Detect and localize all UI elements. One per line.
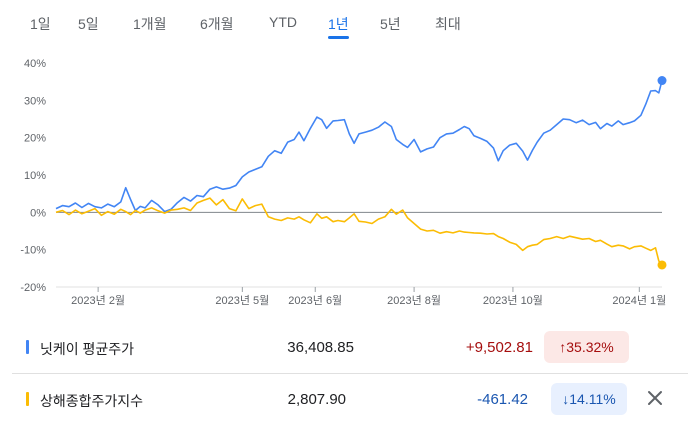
x-tick-label: 2023년 5월: [215, 294, 269, 307]
percent-change-badge: ↑35.32%: [544, 331, 629, 363]
remove-comparison-button[interactable]: [642, 385, 668, 411]
tab-label: 1일: [30, 16, 51, 32]
y-tick-label: -20%: [20, 282, 46, 294]
series-layer: [55, 80, 663, 266]
series-price: 36,408.85: [287, 339, 354, 356]
y-tick-label: 40%: [24, 58, 46, 70]
close-icon: [648, 391, 662, 405]
percent-change-badge: ↓14.11%: [551, 383, 627, 415]
y-tick-label: 20%: [24, 133, 46, 145]
active-tab-indicator: [328, 36, 349, 39]
tab-1y[interactable]: 1년: [328, 14, 349, 39]
x-axis: 2023년 2월 2023년 5월 2023년 6월 2023년 8월 2023년 10…: [56, 286, 666, 307]
tab-label: 6개월: [200, 16, 234, 32]
x-tick-label: 2023년 8월: [387, 294, 441, 307]
series-line-shanghai: [55, 197, 663, 266]
series-change: -461.42: [477, 391, 528, 408]
row-divider: [12, 373, 688, 374]
series-endpoint-shanghai: [657, 260, 667, 270]
y-tick-label: 10%: [24, 170, 46, 182]
series-endpoint-nikkei: [657, 76, 667, 86]
series-change: +9,502.81: [465, 339, 533, 356]
series-color-marker: [26, 340, 29, 354]
tab-1m[interactable]: 1개월: [133, 14, 167, 34]
x-tick-label: 2023년 10월: [483, 294, 543, 307]
tab-1d[interactable]: 1일: [30, 14, 51, 34]
time-range-tabs: 1일 5일 1개월 6개월 YTD 1년 5년 최대: [0, 0, 699, 48]
series-price: 2,807.90: [287, 391, 346, 408]
tab-5d[interactable]: 5일: [78, 14, 99, 34]
tab-label: 1년: [328, 16, 349, 32]
tab-5y[interactable]: 5년: [380, 14, 401, 34]
tab-max[interactable]: 최대: [435, 14, 461, 34]
y-tick-label: 0%: [30, 207, 46, 219]
tab-label: YTD: [269, 14, 297, 30]
tab-label: 5일: [78, 16, 99, 32]
tab-label: 5년: [380, 16, 401, 32]
x-tick-label: 2024년 1월: [612, 294, 666, 307]
tab-label: 최대: [435, 16, 461, 32]
series-name: 닛케이 평균주가: [40, 341, 135, 357]
series-row-nikkei[interactable]: 닛케이 평균주가 36,408.85 +9,502.81 ↑35.32%: [12, 322, 688, 374]
x-tick-label: 2023년 6월: [288, 294, 342, 307]
x-tick-label: 2023년 2월: [71, 294, 125, 307]
y-tick-label: -10%: [20, 245, 46, 257]
endpoint-layer: [657, 76, 667, 270]
tab-6m[interactable]: 6개월: [200, 14, 234, 34]
comparison-line-chart[interactable]: 40%30%20%10%0%-10%-20% 2023년 2월 2023년 5월 2…: [0, 50, 699, 320]
tab-label: 1개월: [133, 16, 167, 32]
series-row-shanghai[interactable]: 상해종합주가지수 2,807.90 -461.42 ↓14.11%: [12, 374, 688, 426]
tab-ytd[interactable]: YTD: [269, 14, 297, 30]
y-tick-label: 30%: [24, 95, 46, 107]
y-axis: 40% 30% 20% 10% 0% -10% -20%: [20, 58, 46, 294]
series-line-nikkei: [55, 80, 663, 213]
series-name: 상해종합주가지수: [40, 393, 144, 409]
series-color-marker: [26, 392, 29, 406]
